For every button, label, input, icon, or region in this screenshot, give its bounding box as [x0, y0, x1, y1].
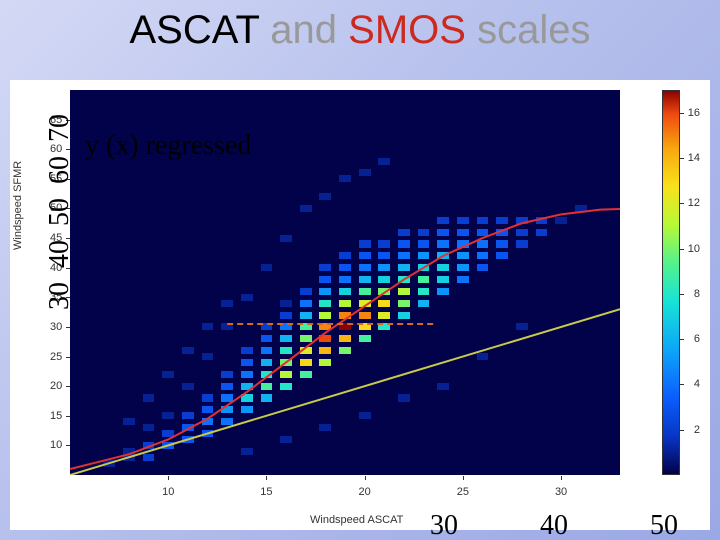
regressed-annotation: y (x) regressed	[85, 130, 251, 162]
x-tick-mark	[463, 476, 464, 480]
overlay-y-number: 60	[44, 156, 76, 184]
y-tick-label: 10	[50, 439, 62, 451]
x-tick-mark	[266, 476, 267, 480]
y-tick-mark	[66, 149, 70, 150]
colorbar-tick-mark	[680, 158, 684, 159]
colorbar-tick-mark	[680, 249, 684, 250]
x-tick-mark	[365, 476, 366, 480]
colorbar-tick-mark	[680, 113, 684, 114]
y-tick-mark	[66, 416, 70, 417]
colorbar-tick-mark	[680, 339, 684, 340]
slide-title: ASCAT and SMOS scales	[0, 0, 720, 53]
title-word-scales: scales	[477, 8, 590, 52]
x-tick-label: 20	[359, 486, 371, 498]
x-tick-label: 25	[457, 486, 469, 498]
y-tick-label: 25	[50, 351, 62, 363]
slide: ASCAT and SMOS scales Windspeed SFMR Win…	[0, 0, 720, 540]
colorbar-tick-label: 8	[694, 288, 700, 300]
y-tick-label: 15	[50, 410, 62, 422]
y-tick-label: 60	[50, 143, 62, 155]
colorbar-tick-label: 2	[694, 424, 700, 436]
x-tick-label: 30	[555, 486, 567, 498]
y-tick-mark	[66, 357, 70, 358]
title-word-smos: SMOS	[348, 8, 466, 52]
overlay-x-number: 30	[430, 510, 458, 540]
identity-line	[70, 309, 620, 475]
colorbar-tick-label: 4	[694, 378, 700, 390]
x-tick-mark	[561, 476, 562, 480]
colorbar-tick-label: 12	[688, 197, 700, 209]
overlay-y-number: 70	[44, 114, 76, 142]
y-tick-mark	[66, 386, 70, 387]
colorbar-tick-mark	[680, 430, 684, 431]
overlay-x-number: 40	[540, 510, 568, 540]
colorbar-tick-mark	[680, 203, 684, 204]
colorbar	[662, 90, 680, 475]
colorbar-tick-label: 16	[688, 107, 700, 119]
overlay-y-number: 30	[44, 282, 76, 310]
y-tick-label: 30	[50, 321, 62, 333]
colorbar-tick-label: 6	[694, 333, 700, 345]
x-axis-label: Windspeed ASCAT	[310, 514, 403, 526]
overlay-x-number: 50	[650, 510, 678, 540]
title-word-and: and	[270, 8, 337, 52]
y-tick-label: 20	[50, 380, 62, 392]
x-tick-mark	[168, 476, 169, 480]
title-word-ascat: ASCAT	[130, 8, 260, 52]
overlay-y-number: 50	[44, 198, 76, 226]
y-tick-mark	[66, 445, 70, 446]
colorbar-tick-label: 14	[688, 152, 700, 164]
colorbar-tick-mark	[680, 384, 684, 385]
x-tick-label: 15	[260, 486, 272, 498]
y-axis-label: Windspeed SFMR	[12, 161, 24, 250]
colorbar-tick-label: 10	[688, 243, 700, 255]
overlay-y-number: 40	[44, 240, 76, 268]
x-tick-label: 10	[162, 486, 174, 498]
y-tick-mark	[66, 327, 70, 328]
colorbar-tick-mark	[680, 294, 684, 295]
y-tick-mark	[66, 238, 70, 239]
regressed-curve	[70, 209, 620, 469]
